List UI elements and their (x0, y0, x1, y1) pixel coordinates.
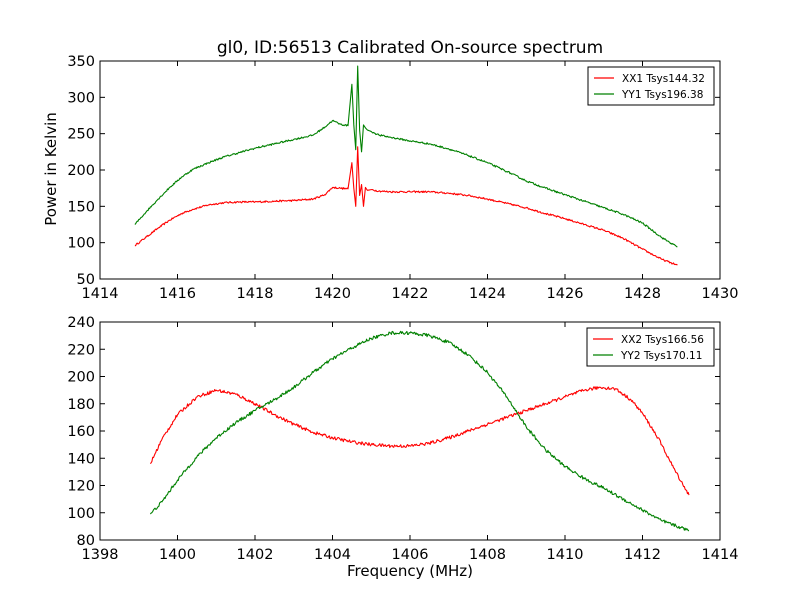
chart-1-y-tick-label: 350 (67, 54, 95, 70)
chart-2-x-tick-label: 1414 (702, 547, 739, 563)
chart-1-y-tick-label: 200 (67, 163, 95, 179)
chart-2-y-tick-label: 200 (67, 370, 95, 386)
chart-1-legend-label-2: YY1 Tsys196.38 (621, 89, 703, 101)
chart-1-x-tick-label: 1418 (237, 286, 274, 302)
chart-2-y-tick-label: 140 (67, 451, 95, 467)
chart-2-series-1-line (149, 386, 690, 496)
chart-1-x-tick-label: 1420 (314, 286, 351, 302)
chart-1-x-tick-label: 1416 (159, 286, 196, 302)
chart-2-legend (586, 327, 715, 367)
chart-1-series-1-line (134, 146, 678, 266)
chart-1-y-tick-label: 100 (67, 236, 95, 252)
chart-2-x-tick-label: 1410 (547, 547, 584, 563)
chart-1-y-tick-label: 50 (77, 272, 95, 288)
chart-2-x-tick-label: 1412 (624, 547, 661, 563)
chart-title: gl0, ID:56513 Calibrated On-source spect… (217, 38, 603, 58)
chart-1-series-2-line (134, 65, 678, 248)
chart-1-x-tick-label: 1428 (624, 286, 661, 302)
top-spectrum-panel: 1414 1416 1418 1420 1422 1424 1426 1428 1430 50 10… (67, 54, 738, 302)
chart-2-y-tick-label: 240 (67, 315, 95, 331)
chart-1-x-tick-label: 1422 (392, 286, 429, 302)
chart-2-y-tick-label: 120 (67, 479, 95, 495)
chart-2-x-tick-label: 1404 (314, 547, 351, 563)
chart-1-x-tick-label: 1414 (82, 286, 119, 302)
chart-1-x-tick-label: 1424 (469, 286, 506, 302)
chart-1-x-tick-label: 1426 (547, 286, 584, 302)
bottom-spectrum-panel: 1398 1400 1402 1404 1406 1408 1410 1412 1414 80 10… (67, 315, 738, 563)
chart-2-legend-label-2: YY2 Tsys170.11 (620, 350, 702, 362)
chart-1-x-tick-label: 1430 (702, 286, 739, 302)
chart-2-legend-label-1: XX2 Tsys166.56 (621, 334, 704, 346)
chart-2-x-tick-label: 1406 (392, 547, 429, 563)
chart-2-x-tick-label: 1408 (469, 547, 506, 563)
chart-2-x-tick-label: 1398 (82, 547, 119, 563)
x-axis-label: Frequency (MHz) (347, 562, 473, 580)
chart-2-y-tick-label: 220 (67, 342, 95, 358)
y-axis-label: Power in Kelvin (42, 112, 60, 226)
chart-2-series-2-line (149, 330, 690, 532)
chart-1-y-tick-label: 250 (67, 127, 95, 143)
chart-2-y-tick-label: 160 (67, 424, 95, 440)
chart-2-y-tick-label: 80 (77, 533, 95, 549)
chart-1-y-tick-label: 150 (67, 199, 95, 215)
chart-1-legend-label-1: XX1 Tsys144.32 (622, 73, 705, 85)
chart-2-y-tick-label: 180 (67, 397, 95, 413)
chart-1-y-tick-label: 300 (67, 90, 95, 106)
chart-2-x-tick-label: 1400 (159, 547, 196, 563)
chart-1-legend (587, 66, 715, 106)
chart-2-y-tick-label: 100 (67, 506, 95, 522)
chart-2-x-tick-label: 1402 (237, 547, 274, 563)
